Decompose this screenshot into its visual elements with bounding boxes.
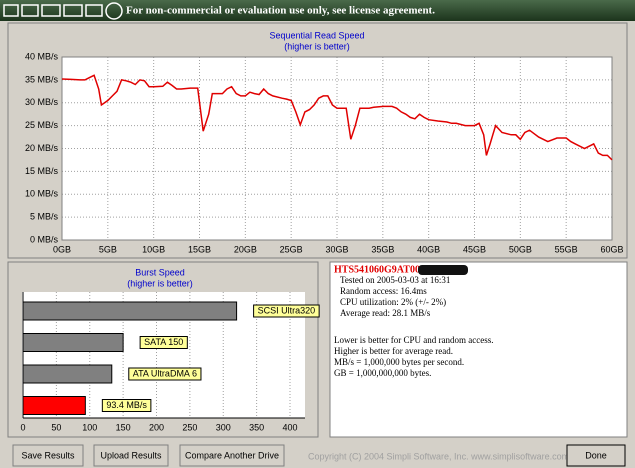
- copyright: Copyright (C) 2004 Simpli Software, Inc.…: [308, 451, 569, 461]
- x-tick-label: 350: [249, 422, 264, 432]
- bar-label: ATA UltraDMA 6: [133, 368, 197, 378]
- x-tick-label: 0GB: [53, 244, 71, 254]
- info-line: Average read: 28.1 MB/s: [340, 308, 431, 318]
- button[interactable]: [179, 444, 285, 467]
- bar-label: SCSI Ultra320: [258, 305, 316, 315]
- x-tick-label: 400: [282, 422, 297, 432]
- info-note: Higher is better for average read.: [334, 346, 453, 356]
- button[interactable]: [93, 444, 169, 467]
- label-box: [101, 399, 152, 412]
- y-tick-label: 25 MB/s: [25, 120, 59, 130]
- burst-subtitle: (higher is better): [127, 278, 193, 288]
- label-box: [139, 336, 188, 349]
- x-tick-label: 25GB: [280, 244, 303, 254]
- info-line: Tested on 2005-03-03 at 16:31: [340, 275, 450, 285]
- y-tick-label: 20 MB/s: [25, 143, 59, 153]
- x-tick-label: 5GB: [99, 244, 117, 254]
- x-tick-label: 150: [116, 422, 131, 432]
- info-note: MB/s = 1,000,000 bytes per second.: [334, 357, 464, 367]
- x-tick-label: 60GB: [600, 244, 623, 254]
- info-note: Lower is better for CPU and random acces…: [334, 335, 493, 345]
- info-panel: [329, 261, 628, 438]
- x-tick-label: 15GB: [188, 244, 211, 254]
- button-label[interactable]: Upload Results: [100, 450, 162, 460]
- value-label: 93.4 MB/s: [106, 400, 147, 410]
- burst-title: Burst Speed: [135, 267, 185, 277]
- x-tick-label: 100: [82, 422, 97, 432]
- x-tick-label: 20GB: [234, 244, 257, 254]
- x-tick-label: 50: [51, 422, 61, 432]
- bar-label: SATA 150: [144, 337, 183, 347]
- bar: [22, 333, 124, 352]
- bar: [22, 396, 86, 415]
- y-tick-label: 40 MB/s: [25, 51, 59, 61]
- logo: [3, 2, 123, 20]
- x-tick-label: 200: [149, 422, 164, 432]
- button[interactable]: [12, 444, 84, 467]
- info-line: CPU utilization: 2% (+/- 2%): [340, 297, 446, 307]
- x-tick-label: 55GB: [555, 244, 578, 254]
- license-notice: For non-commercial or evaluation use onl…: [126, 5, 435, 17]
- x-tick-label: 250: [182, 422, 197, 432]
- read-title: Sequential Read Speed: [269, 30, 364, 40]
- read-subtitle: (higher is better): [284, 41, 350, 51]
- drive-name: HTS541060G9AT00: [334, 264, 420, 275]
- read-line: [61, 74, 613, 161]
- x-tick-label: 300: [216, 422, 231, 432]
- label-box: [253, 304, 320, 318]
- x-tick-label: 45GB: [463, 244, 486, 254]
- x-tick-label: 10GB: [142, 244, 165, 254]
- y-tick-label: 0 MB/s: [30, 234, 59, 244]
- y-tick-label: 15 MB/s: [25, 166, 59, 176]
- button[interactable]: [566, 444, 626, 467]
- info-line: Random access: 16.4ms: [340, 286, 427, 296]
- header-bar: [0, 0, 635, 21]
- x-tick-label: 30GB: [325, 244, 348, 254]
- y-tick-label: 10 MB/s: [25, 189, 59, 199]
- x-tick-label: 40GB: [417, 244, 440, 254]
- bar: [22, 364, 113, 384]
- bar: [22, 301, 238, 321]
- y-tick-label: 30 MB/s: [25, 97, 59, 107]
- button-label[interactable]: Compare Another Drive: [185, 450, 279, 460]
- plot-frame: [61, 56, 613, 241]
- button-label[interactable]: Save Results: [21, 450, 75, 460]
- info-note: GB = 1,000,000,000 bytes.: [334, 368, 431, 378]
- y-tick-label: 5 MB/s: [30, 212, 59, 222]
- redaction: [418, 265, 468, 275]
- x-tick-label: 50GB: [509, 244, 532, 254]
- button-label[interactable]: Done: [585, 450, 607, 460]
- x-tick-label: 35GB: [371, 244, 394, 254]
- y-tick-label: 35 MB/s: [25, 74, 59, 84]
- label-box: [128, 367, 202, 381]
- x-tick-label: 0: [20, 422, 25, 432]
